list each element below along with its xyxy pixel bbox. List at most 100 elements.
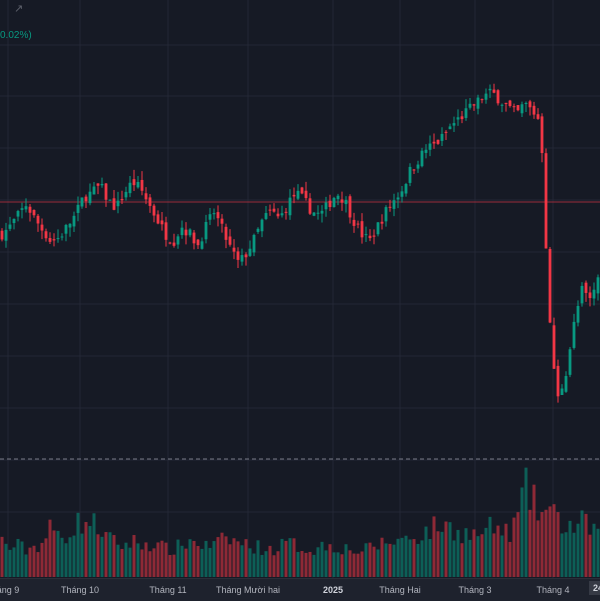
volume-bar bbox=[260, 554, 264, 577]
candle-body bbox=[112, 198, 116, 210]
candle-body bbox=[564, 376, 568, 392]
candle-body bbox=[212, 213, 216, 215]
candle-body bbox=[272, 208, 276, 212]
volume-bar bbox=[220, 532, 224, 577]
candle-body bbox=[76, 204, 80, 213]
volume-bar bbox=[68, 537, 72, 577]
volume-bar bbox=[516, 512, 520, 577]
time-axis-tick: Tháng 11 bbox=[149, 585, 187, 595]
candle-body bbox=[328, 200, 332, 208]
candle-body bbox=[460, 116, 464, 120]
candle-body bbox=[484, 93, 488, 100]
volume-bar bbox=[304, 552, 308, 577]
volume-bar bbox=[4, 543, 8, 577]
volume-bar bbox=[496, 525, 500, 577]
candle-body bbox=[4, 229, 8, 241]
time-axis-tick-year: 2025 bbox=[322, 585, 344, 595]
candle-body bbox=[416, 164, 420, 169]
volume-bar bbox=[328, 544, 332, 577]
volume-bar bbox=[112, 535, 116, 577]
candle-body bbox=[436, 139, 440, 144]
volume-bar bbox=[536, 520, 540, 577]
volume-bar bbox=[512, 517, 516, 577]
candle-body bbox=[340, 199, 344, 203]
volume-bar bbox=[104, 532, 108, 577]
candle-body bbox=[336, 195, 340, 200]
candle-body bbox=[60, 236, 64, 238]
volume-bar bbox=[156, 542, 160, 577]
volume-bar bbox=[124, 542, 128, 577]
candle-body bbox=[108, 199, 112, 201]
candle-body bbox=[188, 229, 192, 236]
candle-body bbox=[380, 221, 384, 224]
candle-body bbox=[228, 236, 232, 245]
volume-bar bbox=[280, 538, 284, 577]
candle-body bbox=[528, 101, 532, 108]
volume-bar bbox=[456, 529, 460, 577]
candle-body bbox=[204, 221, 208, 240]
volume-bar bbox=[388, 543, 392, 577]
volume-bar bbox=[540, 512, 544, 577]
candle-body bbox=[324, 202, 328, 210]
candle-body bbox=[16, 211, 20, 217]
volume-bar bbox=[564, 532, 568, 577]
candle-body bbox=[432, 141, 436, 144]
candle-body bbox=[560, 388, 564, 396]
volume-bar bbox=[108, 532, 112, 577]
volume-bar bbox=[592, 523, 596, 577]
candle-body bbox=[420, 150, 424, 167]
candle-body bbox=[176, 236, 180, 245]
volume-bar bbox=[460, 543, 464, 577]
volume-bar bbox=[92, 513, 96, 577]
volume-bar bbox=[72, 535, 76, 577]
volume-bar bbox=[180, 545, 184, 577]
candle-body bbox=[216, 212, 220, 219]
candle-body bbox=[184, 229, 188, 236]
volume-bar bbox=[184, 548, 188, 577]
candle-body bbox=[280, 213, 284, 216]
candle-body bbox=[428, 143, 432, 150]
candle-body bbox=[412, 169, 416, 171]
candle-body bbox=[264, 213, 268, 219]
candle-body bbox=[116, 200, 120, 207]
redo-arrow-icon[interactable]: ↗ bbox=[14, 3, 24, 15]
volume-bar bbox=[12, 547, 16, 577]
candle-body bbox=[12, 218, 16, 224]
candle-body bbox=[288, 197, 292, 216]
volume-bar bbox=[64, 543, 68, 577]
volume-bar bbox=[164, 542, 168, 577]
candlestick-chart[interactable] bbox=[0, 0, 600, 578]
candle-body bbox=[36, 215, 40, 224]
candle-body bbox=[360, 221, 364, 238]
candle-body bbox=[220, 218, 224, 224]
volume-bar bbox=[160, 540, 164, 577]
volume-bar bbox=[384, 543, 388, 577]
candle-body bbox=[124, 191, 128, 198]
candle-body bbox=[396, 197, 400, 200]
candle-body bbox=[464, 108, 468, 118]
candle-body bbox=[96, 183, 100, 186]
volume-bar bbox=[36, 552, 40, 577]
candle-body bbox=[0, 230, 4, 240]
candle-body bbox=[508, 100, 512, 106]
volume-bar bbox=[48, 519, 52, 577]
candle-body bbox=[356, 223, 360, 225]
candle-body bbox=[544, 153, 548, 249]
candle-body bbox=[548, 248, 552, 323]
volume-bar bbox=[8, 549, 12, 577]
time-axis[interactable]: áng 9 Tháng 10 Tháng 11 Tháng Mười hai 2… bbox=[0, 578, 600, 601]
volume-bar bbox=[28, 547, 32, 577]
candle-body bbox=[368, 235, 372, 239]
volume-bar bbox=[136, 543, 140, 577]
candle-body bbox=[64, 224, 68, 234]
candle-body bbox=[44, 231, 48, 239]
volume-bar bbox=[148, 551, 152, 577]
volume-bar bbox=[32, 545, 36, 577]
volume-bar bbox=[24, 554, 28, 577]
candle-body bbox=[580, 285, 584, 304]
candle-body bbox=[180, 227, 184, 236]
candle-body bbox=[132, 179, 136, 186]
candle-body bbox=[192, 232, 196, 244]
volume-bar bbox=[376, 549, 380, 577]
